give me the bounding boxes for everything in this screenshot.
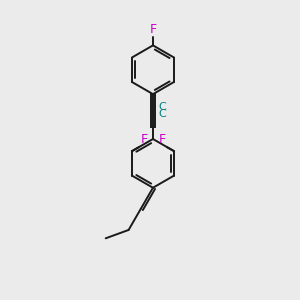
Text: C: C [158,109,166,119]
Text: C: C [158,102,166,112]
Text: F: F [140,133,147,146]
Text: F: F [149,23,157,36]
Text: F: F [158,133,166,146]
